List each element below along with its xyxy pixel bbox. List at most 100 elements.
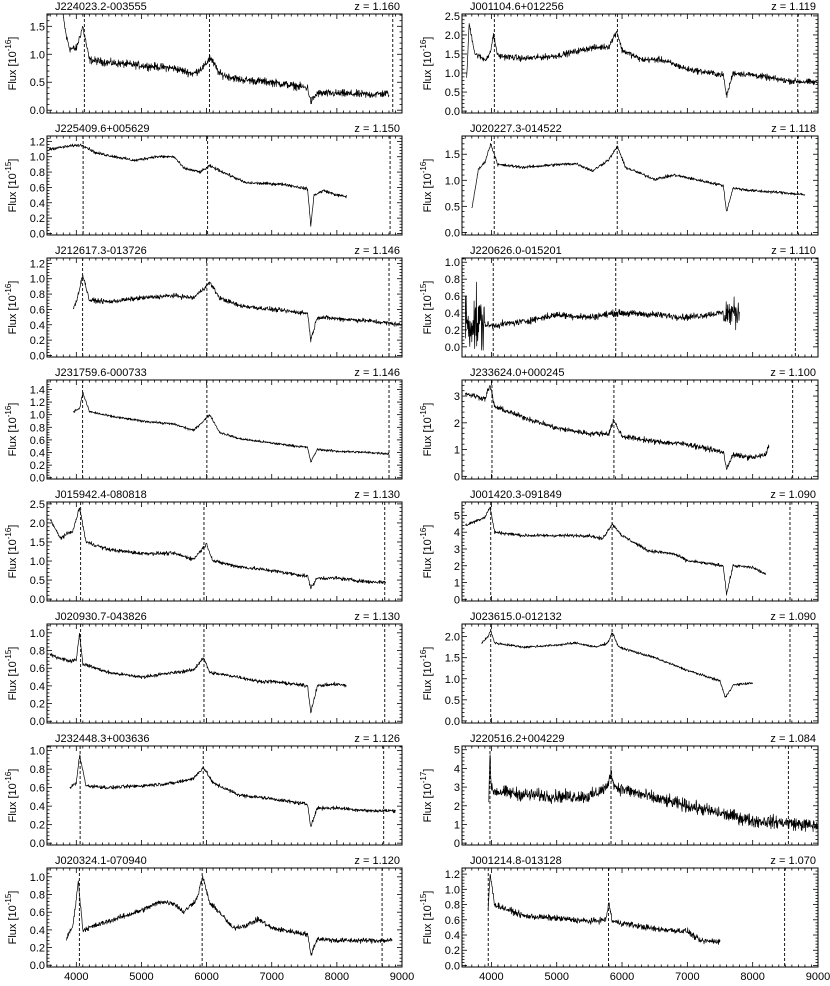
panel-frame	[461, 257, 819, 358]
spectrum-panel: J231759.6-000733 z = 1.146 0.00.20.40.60.8…	[4, 367, 403, 485]
spectrum-panel: J020324.1-070940 z = 1.120 4000 5000 6000 700…	[4, 855, 414, 983]
y-tick-label: 2.0	[445, 30, 460, 42]
panel-object-name: J233624.0+000245	[470, 367, 565, 379]
y-tick-label: 2	[454, 801, 460, 813]
panel-frame	[461, 135, 819, 236]
y-label-exponent: -15	[419, 283, 428, 295]
y-tick-label: 1.5	[445, 653, 460, 665]
panel-redshift: z = 1.100	[770, 367, 816, 379]
y-axis-label: Flux [10-15]	[4, 647, 19, 701]
y-tick-label: 0	[454, 594, 460, 606]
y-axis-label: Flux [10-16]	[4, 769, 19, 823]
y-tick-label: 0.8	[30, 764, 45, 776]
y-label-text: Flux [10	[7, 51, 19, 90]
y-tick-label: 0.0	[30, 228, 45, 240]
y-axis-label: Flux [10-16]	[4, 525, 19, 579]
x-tick-label: 5000	[129, 971, 153, 983]
y-tick-label: 0.8	[445, 274, 460, 286]
y-tick-label: 0.6	[30, 182, 45, 194]
y-tick-label: 0.8	[30, 890, 45, 902]
y-tick-label: 1	[454, 445, 460, 457]
y-tick-label: 2.5	[445, 11, 460, 23]
x-tick-label: 8000	[740, 971, 764, 983]
y-tick-label: 1.0	[445, 884, 460, 896]
y-tick-label: 1.0	[30, 628, 45, 640]
y-tick-label: 1.0	[30, 274, 45, 286]
y-tick-label: 1.0	[445, 674, 460, 686]
y-axis-label: Flux [10-16]	[419, 159, 434, 213]
panel-redshift: z = 1.084	[770, 733, 816, 745]
panel-redshift: z = 1.090	[770, 489, 816, 501]
y-tick-label: 1.0	[445, 257, 460, 269]
spectrum-line	[465, 506, 767, 596]
spectrum-line	[487, 874, 721, 945]
y-label-text: Flux [10	[422, 661, 434, 700]
x-tick-label: 7000	[259, 971, 283, 983]
x-tick-label: 4000	[64, 971, 88, 983]
y-tick-label: 1.5	[30, 537, 45, 549]
spectrum-line	[48, 143, 347, 227]
spectrum-panel: J020930.7-043826 z = 1.130 0.0 0.2 0.4 0.6 0.8…	[4, 611, 403, 728]
y-tick-label: 2	[454, 561, 460, 573]
y-tick-label: 1.5	[445, 49, 460, 61]
panel-object-name: J020227.3-014522	[470, 123, 562, 135]
y-label-text: Flux [10	[7, 661, 19, 700]
x-tick-label: 9000	[390, 971, 414, 983]
y-tick-label: 0.0	[30, 105, 45, 117]
y-label-text: Flux [10	[422, 173, 434, 212]
panel-frame	[46, 379, 403, 480]
y-tick-label: 0.6	[30, 663, 45, 675]
spectrum-panel: J225409.6+005629 z = 1.150 0.0 0.2 0.4 0.6 0.8…	[4, 123, 403, 240]
y-tick-label: 0.2	[30, 460, 45, 472]
spectrum-panel: J020227.3-014522 z = 1.118 0.0 0.5 1.0 1.5 Flu…	[419, 123, 819, 239]
y-label-bracket: ]	[7, 647, 19, 650]
panel-redshift: z = 1.110	[771, 245, 816, 257]
y-tick-label: 0.0	[445, 716, 460, 728]
spectrum-panel: J224023.2-003555 z = 1.160 0.0 0.5 1.0 1.5 Flu…	[4, 1, 403, 117]
spectrum-line	[66, 875, 393, 956]
y-label-bracket: ]	[422, 769, 434, 772]
y-tick-label: 0.8	[30, 422, 45, 434]
y-label-exponent: -16	[419, 649, 428, 661]
y-tick-label: 0.5	[30, 575, 45, 587]
y-tick-label: 0.0	[445, 227, 460, 239]
y-label-text: Flux [10	[7, 905, 19, 944]
y-label-text: Flux [10	[422, 783, 434, 822]
y-axis-label: Flux [10-17]	[419, 769, 434, 823]
spectrum-line	[69, 754, 396, 827]
y-axis-label: Flux [10-15]	[4, 891, 19, 945]
y-label-text: Flux [10	[7, 295, 19, 334]
spectrum-panel: J001420.3-091849 z = 1.090 0 1 2 3 4 5 Flux [10-…	[419, 489, 819, 606]
y-tick-label: 0	[454, 471, 460, 483]
spectrum-line	[464, 385, 770, 470]
panel-object-name: J001214.8-013128	[470, 855, 562, 867]
x-tick-label: 4000	[479, 971, 503, 983]
y-tick-label: 0.2	[30, 335, 45, 347]
y-label-bracket: ]	[7, 159, 19, 162]
x-tick-label: 7000	[675, 971, 699, 983]
panel-object-name: J001104.6+012256	[470, 1, 564, 13]
y-tick-label: 0.0	[30, 716, 45, 728]
y-label-exponent: -16	[4, 771, 13, 783]
panel-frame	[46, 135, 403, 236]
y-label-exponent: -15	[4, 161, 13, 173]
y-label-bracket: ]	[7, 891, 19, 894]
spectrum-panel: J212617.3-013726 z = 1.146 0.0 0.2 0.4 0.6 0.8…	[4, 245, 403, 362]
y-tick-label: 0.4	[445, 930, 460, 942]
y-tick-label: 2.5	[30, 499, 45, 511]
panel-frame	[46, 623, 403, 724]
y-tick-label: 0.5	[445, 695, 460, 707]
spectrum-line	[49, 632, 347, 714]
y-tick-label: 1.4	[30, 384, 45, 396]
y-tick-label: 1.2	[445, 869, 460, 881]
spectrum-line	[464, 281, 740, 351]
spectrum-panel: J001104.6+012256 z = 1.119 0.0 0.5 1.0 1.5 2.0…	[419, 1, 819, 118]
y-axis-label: Flux [10-15]	[419, 891, 434, 945]
y-tick-label: 1.5	[30, 21, 45, 33]
spectrum-panel: J023615.0-012132 z = 1.090 0.0 0.5 1.0 1.5 2.0…	[419, 611, 819, 728]
y-tick-label: 0.6	[30, 783, 45, 795]
y-tick-label: 0.8	[445, 900, 460, 912]
panel-object-name: J212617.3-013726	[55, 245, 147, 257]
y-label-exponent: -15	[4, 649, 13, 661]
y-label-exponent: -16	[419, 527, 428, 539]
